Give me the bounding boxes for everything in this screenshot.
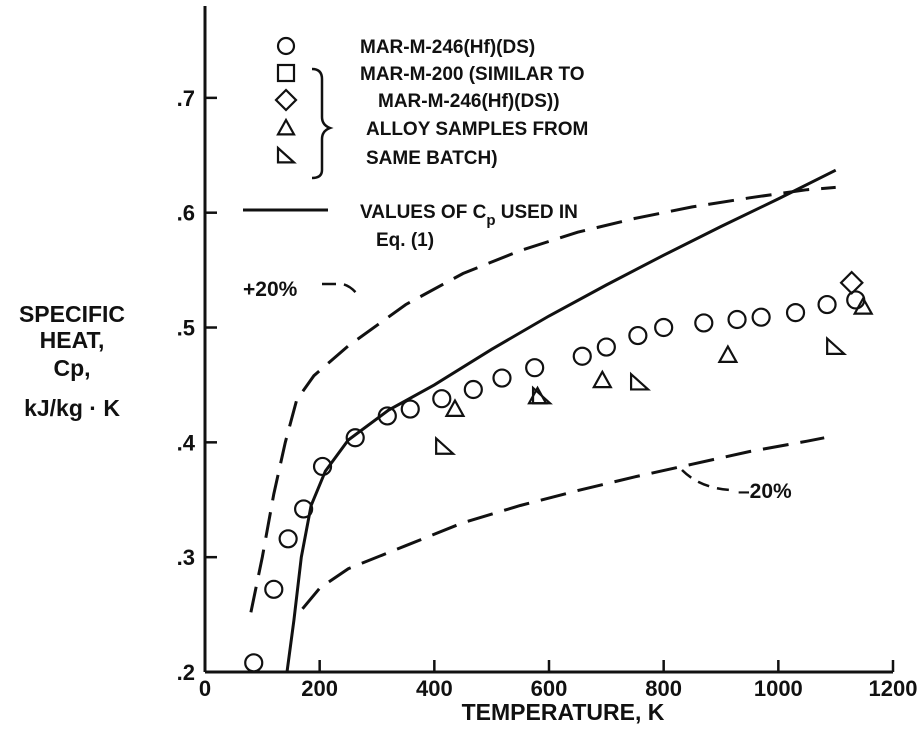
right-triangle-marker [276,145,297,164]
x-tick-label: 1200 [869,676,918,701]
ticks: .2 .3 .4 .5 .6 .7 0 200 400 600 800 1000 1200 [177,86,918,701]
triangle-marker [527,385,548,405]
y-tick-label: .3 [177,545,195,570]
circle-marker [492,368,512,388]
annotations: +20% –20% [243,278,792,503]
circle-marker [751,307,771,327]
y-tick-label: .6 [177,201,195,226]
x-tick-label: 1000 [754,676,803,701]
circle-marker [463,379,483,400]
circle-marker [345,428,365,448]
circle-marker [628,325,648,346]
y-tick-label: .5 [177,316,195,341]
y-tick-label: .7 [177,86,195,111]
legend: MAR-M-246(Hf)(DS) MAR-M-200 (SIMILAR TO … [243,36,588,251]
legend-markers [274,36,298,164]
y-axis-title-line-4: kJ/kg · K [24,395,120,421]
circle-marker [817,294,837,315]
triangle-marker [717,344,739,363]
square-marker [276,63,296,83]
right-triangle-marker [531,385,553,405]
annotation-minus-20: –20% [738,480,792,503]
circle-marker [312,456,333,477]
legend-label-triangle: ALLOY SAMPLES FROM [366,119,588,140]
circle-marker [244,653,264,673]
triangle-marker [591,369,613,389]
circle-marker [400,399,420,419]
circle-marker [276,36,296,56]
legend-label-diamond: MAR-M-246(Hf)(DS)) [378,91,560,112]
circle-marker [694,313,714,333]
diamond-marker [274,88,298,112]
triangle-marker [444,398,466,417]
circle-marker [525,358,545,378]
legend-label-right-triangle: SAME BATCH) [366,148,498,169]
y-axis-title-line-2: HEAT, [40,327,105,353]
y-axis-title-line-1: SPECIFIC [19,301,125,327]
legend-brace [311,67,334,180]
legend-label-circle: MAR-M-246(Hf)(DS) [360,37,535,58]
legend-line-label-main: VALUES OF C [360,202,487,223]
y-axis-title: SPECIFIC HEAT, Cp, kJ/kg · K [19,301,125,421]
curve-solid-0 [285,168,837,673]
annotation-plus-20-leader [322,282,362,299]
right-triangle-marker [826,336,848,355]
circle-marker [785,302,806,323]
circle-marker [572,346,592,366]
data-points [244,270,874,673]
diamond-marker [839,270,864,295]
x-tick-label: 200 [301,676,338,701]
circle-marker [264,579,284,599]
x-tick-label: 600 [531,676,568,701]
annotation-plus-20: +20% [243,278,298,301]
x-tick-label: 400 [416,676,453,701]
circle-marker [278,529,298,549]
circle-marker [654,317,674,338]
legend-line-label-eq: Eq. (1) [376,230,434,251]
triangle-marker [852,296,874,315]
curve-dashed-1 [249,185,836,613]
annotation-minus-20-leader [681,469,731,492]
x-tick-label: 800 [645,676,682,701]
y-axis-title-line-3: Cp, [53,355,90,381]
x-tick-label: 0 [199,676,211,701]
legend-line-label: VALUES OF Cp USED IN [360,202,578,229]
y-tick-label: .4 [177,430,196,455]
right-triangle-marker [435,435,457,455]
x-axis-title: TEMPERATURE, K [462,699,665,725]
legend-line-label-subscript: p [486,212,495,229]
circle-marker [596,337,616,357]
legend-label-square: MAR-M-200 (SIMILAR TO [360,64,584,85]
circle-marker [432,389,452,409]
right-triangle-marker [629,371,651,391]
curve-dashed-2 [301,436,825,610]
circle-marker [294,499,314,519]
triangle-marker [276,117,296,136]
y-tick-label: .2 [177,660,195,685]
legend-line-label-suffix: USED IN [496,202,578,223]
circle-marker [377,406,397,426]
circle-marker [727,309,747,330]
curves [249,168,837,673]
